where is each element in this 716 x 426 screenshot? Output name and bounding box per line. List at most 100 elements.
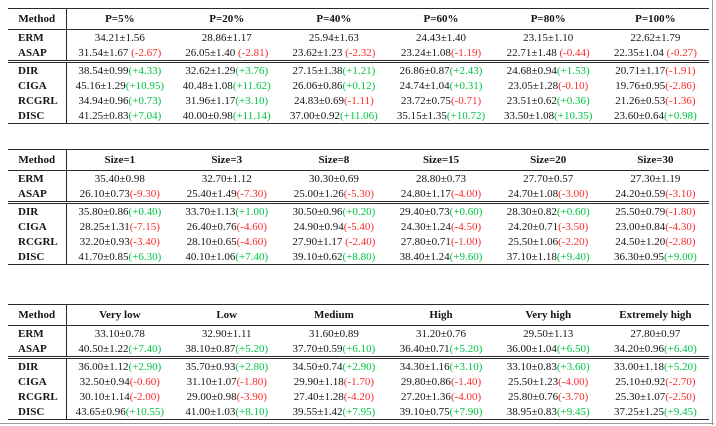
delta-value: (-1.91) (665, 64, 696, 77)
result-value: 26.86±0.87 (399, 64, 450, 77)
result-value: 25.50±1.23 (508, 375, 559, 388)
column-header: P=20% (173, 8, 281, 30)
delta-value: (+0.98) (664, 109, 697, 122)
result-cell: 29.40±0.73(+0.60) (387, 203, 494, 220)
result-value: 36.00±1.04 (506, 342, 557, 355)
result-value: 36.40±0.71 (399, 342, 450, 355)
result-value: 30.30±0.69 (308, 172, 359, 185)
result-value: 34.50±0.74 (292, 360, 343, 373)
column-header: Very high (494, 304, 602, 326)
result-value: 34.30±1.16 (399, 360, 450, 373)
result-cell: 39.55±1.42(+7.95) (280, 404, 387, 420)
result-cell: 24.83±0.69(-1.11) (280, 93, 387, 108)
result-value: 20.71±1.17 (615, 64, 666, 77)
method-column-header: Method (8, 149, 67, 171)
screenshot-edge-right (712, 0, 713, 425)
delta-value: (-2.67) (131, 46, 162, 59)
delta-value: (+6.40) (664, 342, 697, 355)
result-value: 29.00±0.98 (186, 390, 237, 403)
delta-value: (+2.43) (449, 64, 483, 77)
method-label: ASAP (8, 341, 67, 359)
method-label: DISC (8, 249, 67, 265)
result-cell: 35.80±0.86(+0.40) (66, 203, 173, 220)
results-table-3: Method Very low Low Medium High Very high Extr… (8, 304, 709, 420)
result-cell: 23.62±1.23 (-2.32) (280, 45, 388, 63)
result-cell: 25.94±1.63 (280, 30, 387, 46)
delta-value: (-1.36) (665, 94, 696, 107)
table-row: RCGRL 30.10±1.14(-2.00) 29.00±0.98(-3.90) 2… (8, 389, 709, 404)
header-row: Method Size=1 Size=3 Size=8 Size=15 Size=20 Si… (8, 149, 709, 171)
result-value: 38.95±0.83 (506, 405, 557, 418)
result-value: 38.54±0.99 (78, 64, 129, 77)
result-cell: 24.90±0.94(-5.40) (280, 219, 387, 234)
result-cell: 33.70±1.13(+1.00) (173, 203, 280, 220)
result-value: 29.40±0.73 (399, 205, 450, 218)
delta-value: (+11.06) (339, 109, 378, 122)
method-label: DIR (8, 61, 67, 78)
result-cell: 27.30±1.19 (602, 171, 709, 187)
table-row: DISC 43.65±0.96(+10.55) 41.00±1.03(+8.10) 3… (8, 404, 709, 420)
result-cell: 29.80±0.86(-1.40) (387, 374, 494, 389)
result-cell: 29.90±1.18(-1.70) (280, 374, 387, 389)
delta-value: (-1.00) (450, 235, 482, 248)
delta-value: (+3.76) (235, 64, 269, 77)
result-value: 32.62±1.29 (185, 64, 236, 77)
delta-value: (-0.60) (129, 375, 160, 388)
result-cell: 27.80±0.71(-1.00) (387, 234, 494, 249)
result-value: 35.15±1.35 (396, 109, 447, 122)
result-value: 23.00±0.84 (615, 220, 666, 233)
result-cell: 20.71±1.17(-1.91) (602, 62, 709, 79)
result-cell: 31.60±0.89 (280, 326, 387, 342)
delta-value: (+10.35) (554, 109, 593, 122)
method-label: ERM (8, 325, 67, 341)
result-cell: 27.20±1.36(-4.00) (387, 389, 494, 404)
delta-value: (+5.20) (449, 342, 483, 355)
delta-value: (+1.00) (235, 205, 269, 218)
result-cell: 24.80±1.17(-4.00) (387, 186, 495, 204)
table-row: ASAP 40.50±1.22(+7.40) 38.10±0.87(+5.20) 37… (8, 341, 709, 359)
result-value: 40.50±1.22 (78, 342, 129, 355)
column-header: Size=15 (387, 149, 495, 171)
result-value: 32.50±0.94 (79, 375, 130, 388)
result-cell: 21.26±0.53(-1.36) (602, 93, 709, 108)
result-value: 30.10±1.14 (79, 390, 130, 403)
table-row: ERM 35.40±0.98 32.70±1.12 30.30±0.69 28.80±0… (8, 170, 709, 187)
result-cell: 35.15±1.35(+10.72) (387, 108, 494, 124)
method-label: CIGA (8, 78, 67, 93)
result-value: 19.76±0.95 (615, 79, 666, 92)
method-label: DIR (8, 202, 67, 219)
result-cell: 22.71±1.48 (-0.44) (494, 45, 602, 63)
result-cell: 32.50±0.94(-0.60) (66, 374, 173, 389)
delta-value: (-5.30) (343, 187, 375, 200)
result-cell: 38.95±0.83(+9.45) (495, 404, 602, 420)
column-header: P=5% (66, 8, 174, 30)
results-table-2: Method Size=1 Size=3 Size=8 Size=15 Size=20 Si… (8, 149, 709, 265)
delta-value: (+5.20) (664, 360, 697, 373)
column-header: Low (173, 304, 281, 326)
result-value: 35.40±0.98 (94, 172, 145, 185)
result-value: 31.60±0.89 (308, 327, 359, 340)
result-value: 24.30±1.24 (400, 220, 451, 233)
delta-value: (+6.30) (128, 250, 162, 263)
delta-value: (-3.50) (558, 220, 589, 233)
method-label: ERM (8, 170, 67, 186)
result-value: 39.10±0.62 (292, 250, 343, 263)
method-label: DISC (8, 108, 67, 124)
result-cell: 29.50±1.13 (495, 326, 602, 342)
result-value: 33.00±1.18 (613, 360, 665, 373)
result-value: 28.10±0.65 (186, 235, 237, 248)
result-value: 24.43±1.40 (416, 31, 467, 44)
delta-value: (+8.80) (342, 250, 376, 263)
delta-value: (-4.00) (450, 390, 482, 403)
result-cell: 25.50±1.23(-4.00) (495, 374, 602, 389)
delta-value: (+3.10) (449, 360, 483, 373)
result-cell: 30.30±0.69 (280, 171, 387, 187)
delta-value: (+11.14) (232, 109, 271, 122)
result-cell: 29.00±0.98(-3.90) (173, 389, 280, 404)
delta-value: (+10.55) (125, 405, 164, 418)
result-value: 24.20±0.59 (615, 187, 666, 200)
result-cell: 34.30±1.16(+3.10) (387, 358, 494, 375)
result-cell: 34.94±0.96(+0.73) (66, 93, 173, 108)
result-cell: 37.10±1.18(+9.40) (495, 249, 602, 265)
delta-value: (+0.36) (556, 94, 590, 107)
